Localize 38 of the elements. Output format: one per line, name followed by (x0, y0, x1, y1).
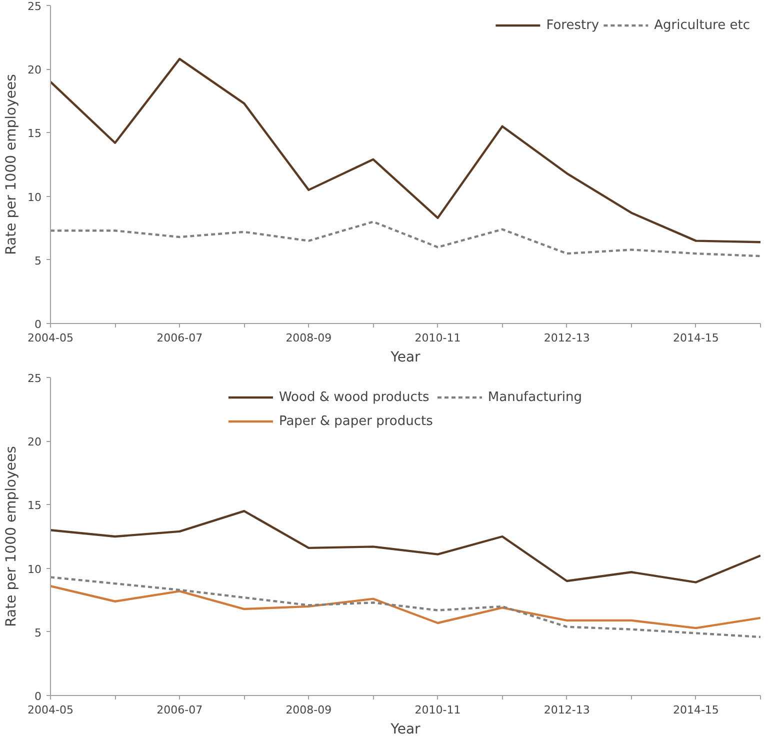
y-tick-label: 10 (28, 562, 42, 576)
legend-label: Wood & wood products (278, 390, 430, 404)
line-series (50, 510, 760, 584)
line-series (50, 585, 760, 630)
y-tick-label: 20 (28, 64, 42, 77)
x-tick-label: 2010-11 (414, 704, 461, 716)
y-tick-label: 25 (28, 372, 42, 385)
y-tick-label: 5 (34, 626, 42, 640)
legend-label: Paper & paper products (278, 414, 433, 428)
x-tick-label: 2012-13 (544, 332, 590, 344)
line-series (50, 576, 760, 638)
x-axis-title: Year (390, 350, 421, 366)
y-tick-label: 0 (34, 690, 42, 703)
y-axis-title: Rate per 1000 employees (4, 446, 20, 627)
x-tick-label: 2012-13 (544, 704, 590, 716)
x-tick-label: 2004-05 (28, 332, 74, 344)
y-axis-title: Rate per 1000 employees (4, 74, 20, 255)
y-tick-label: 0 (34, 318, 42, 331)
y-tick-label: 20 (28, 436, 42, 449)
line-series (50, 58, 760, 244)
line-series (50, 220, 760, 258)
x-tick-label: 2008-09 (286, 332, 332, 344)
x-axis-title: Year (390, 722, 421, 738)
y-tick-label: 5 (34, 254, 42, 268)
y-tick-label: 10 (28, 190, 42, 204)
legend-label: Agriculture etc (654, 18, 750, 32)
x-tick-label: 2008-09 (286, 704, 332, 716)
legend-label: Manufacturing (488, 390, 582, 404)
x-tick-label: 2006-07 (156, 332, 203, 344)
x-tick-label: 2006-07 (156, 704, 203, 716)
x-tick-label: 2004-05 (28, 704, 74, 716)
legend-label: Forestry (546, 18, 600, 32)
x-tick-label: 2014-15 (672, 332, 719, 344)
y-tick-label: 25 (28, 0, 42, 13)
x-tick-label: 2010-11 (414, 332, 461, 344)
x-tick-label: 2014-15 (672, 704, 719, 716)
y-tick-label: 15 (28, 499, 42, 512)
y-tick-label: 15 (28, 127, 42, 140)
